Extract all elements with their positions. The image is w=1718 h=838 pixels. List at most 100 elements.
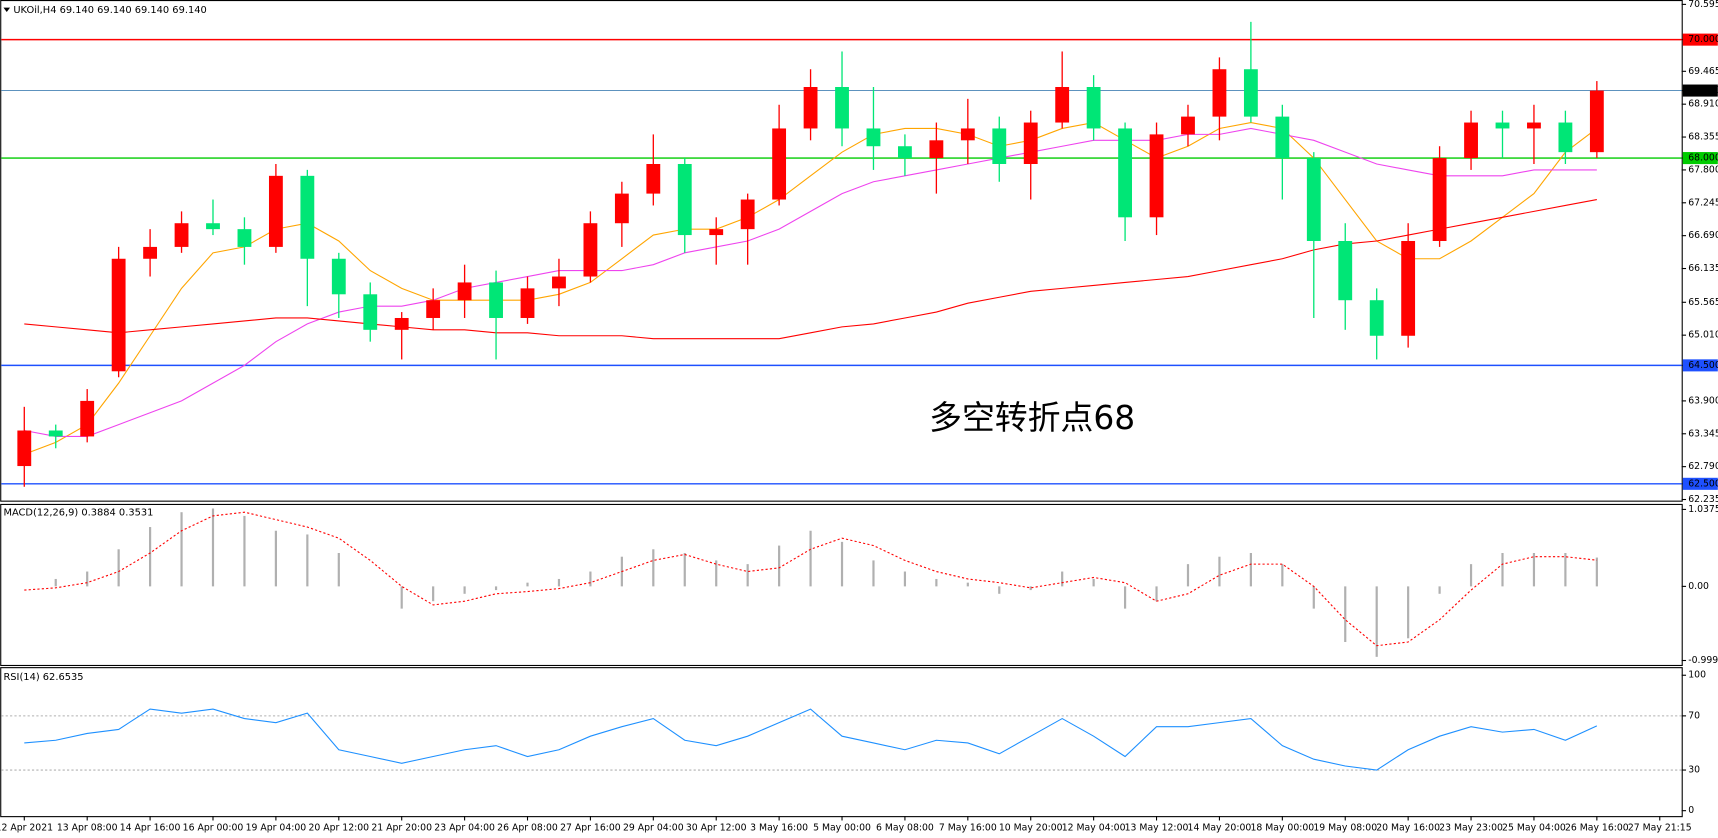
- candle-body: [960, 128, 975, 141]
- macd-bar: [746, 564, 749, 587]
- macd-bar: [337, 552, 340, 587]
- macd-bar: [1407, 586, 1410, 639]
- macd-bar: [400, 586, 403, 609]
- x-tick-label: 19 May 08:00: [1313, 823, 1377, 834]
- candle-body: [1495, 122, 1510, 129]
- y-tick-label-box: [1682, 359, 1718, 372]
- macd-bar: [274, 530, 277, 587]
- y-tick-label: 67.800: [1688, 164, 1718, 175]
- y-tick-label: 62.790: [1688, 461, 1718, 472]
- candle-body: [898, 146, 912, 159]
- candle-body: [237, 229, 252, 247]
- x-tick-label: 16 Apr 00:00: [183, 823, 244, 834]
- candle-body: [772, 128, 787, 200]
- candle-body: [1464, 122, 1478, 159]
- y-tick-label-box: [1682, 84, 1718, 97]
- y-tick-label-box: [1682, 477, 1718, 490]
- y-tick-label: 65.565: [1688, 297, 1718, 308]
- y-tick-label: 63.900: [1688, 395, 1718, 406]
- moving-average: [24, 127, 1597, 437]
- macd-bar: [243, 515, 246, 587]
- y-tick-label: 68.355: [1688, 132, 1718, 143]
- x-tick-label: 29 Apr 04:00: [623, 823, 684, 834]
- y-tick-label-box: [1682, 152, 1718, 165]
- candle-body: [1589, 90, 1604, 153]
- main-panel-frame: [0, 0, 1683, 502]
- candle-body: [1212, 69, 1227, 117]
- candle-body: [111, 258, 126, 372]
- y-tick-label: 0.00: [1688, 581, 1709, 592]
- macd-bar: [935, 578, 938, 587]
- candle-body: [268, 175, 283, 247]
- moving-average: [24, 198, 1597, 340]
- y-tick-label: -0.9994: [1688, 655, 1718, 666]
- macd-bar: [1061, 571, 1064, 587]
- candle-body: [457, 282, 472, 301]
- macd-bar: [1532, 552, 1536, 587]
- macd-bar: [872, 560, 875, 587]
- candle-body: [1401, 240, 1416, 336]
- macd-bar: [683, 552, 686, 587]
- y-tick-label: 69.465: [1688, 66, 1718, 77]
- macd-bar: [966, 582, 969, 587]
- macd-bar: [117, 549, 120, 587]
- y-tick-label-box: [1682, 33, 1718, 46]
- candle-body: [709, 229, 724, 236]
- x-tick-label: 21 Apr 20:00: [371, 823, 432, 834]
- rsi-line: [24, 708, 1598, 771]
- rsi-title: RSI(14) 62.6535: [3, 672, 83, 683]
- candle-body: [1149, 134, 1164, 218]
- x-tick-label: 30 Apr 12:00: [686, 823, 747, 834]
- macd-bar: [1123, 586, 1127, 609]
- macd-bar: [526, 582, 529, 587]
- y-tick-label: 62.235: [1688, 494, 1718, 505]
- macd-bar: [715, 560, 718, 587]
- candle-body: [614, 193, 629, 224]
- candle-body: [1558, 122, 1573, 153]
- x-tick-label: 6 May 08:00: [876, 823, 934, 834]
- macd-bar: [494, 586, 498, 591]
- y-tick-label: 66.135: [1688, 263, 1718, 274]
- candle-body: [929, 140, 944, 159]
- x-tick-label: 19 Apr 04:00: [246, 823, 307, 834]
- x-tick-label: 27 May 21:15: [1628, 823, 1692, 834]
- candle-body: [1118, 128, 1133, 218]
- candle-body: [489, 282, 503, 318]
- macd-bar: [1281, 564, 1284, 587]
- macd-bar: [463, 586, 466, 594]
- moving-average: [24, 121, 1598, 455]
- candle-body: [17, 430, 32, 467]
- y-tick-label: 30: [1688, 765, 1700, 776]
- x-tick-label: 23 May 23:00: [1439, 823, 1503, 834]
- candle-body: [1181, 116, 1195, 135]
- candle-body: [803, 87, 818, 129]
- x-tick-label: 3 May 16:00: [750, 823, 808, 834]
- macd-bar: [809, 530, 812, 587]
- candle-body: [1338, 240, 1353, 301]
- candle-body: [1243, 69, 1258, 117]
- y-tick-label: 70.000: [1688, 34, 1718, 45]
- candle-body: [143, 246, 158, 259]
- macd-bar: [1595, 557, 1598, 587]
- candle-body: [1369, 300, 1384, 336]
- macd-bar: [306, 534, 309, 587]
- x-tick-label: 13 May 12:00: [1125, 823, 1189, 834]
- candle-body: [394, 317, 409, 330]
- x-tick-label: 27 Apr 16:00: [560, 823, 621, 834]
- candle-body: [426, 300, 441, 318]
- menu-arrow: [3, 7, 11, 13]
- x-tick-label: 12 Apr 2021: [0, 823, 53, 834]
- macd-bar: [1186, 564, 1190, 587]
- candle-body: [583, 223, 598, 277]
- y-tick-label: 64.500: [1688, 360, 1718, 371]
- candle-body: [206, 223, 220, 230]
- candle-body: [1086, 87, 1101, 129]
- macd-bar: [778, 545, 781, 587]
- x-tick-label: 25 May 04:00: [1502, 823, 1566, 834]
- candle-body: [1432, 158, 1447, 241]
- macd-bar: [1092, 578, 1095, 587]
- y-tick-label: 63.345: [1688, 428, 1718, 439]
- x-tick-label: 18 May 00:00: [1250, 823, 1314, 834]
- macd-bar: [557, 578, 561, 587]
